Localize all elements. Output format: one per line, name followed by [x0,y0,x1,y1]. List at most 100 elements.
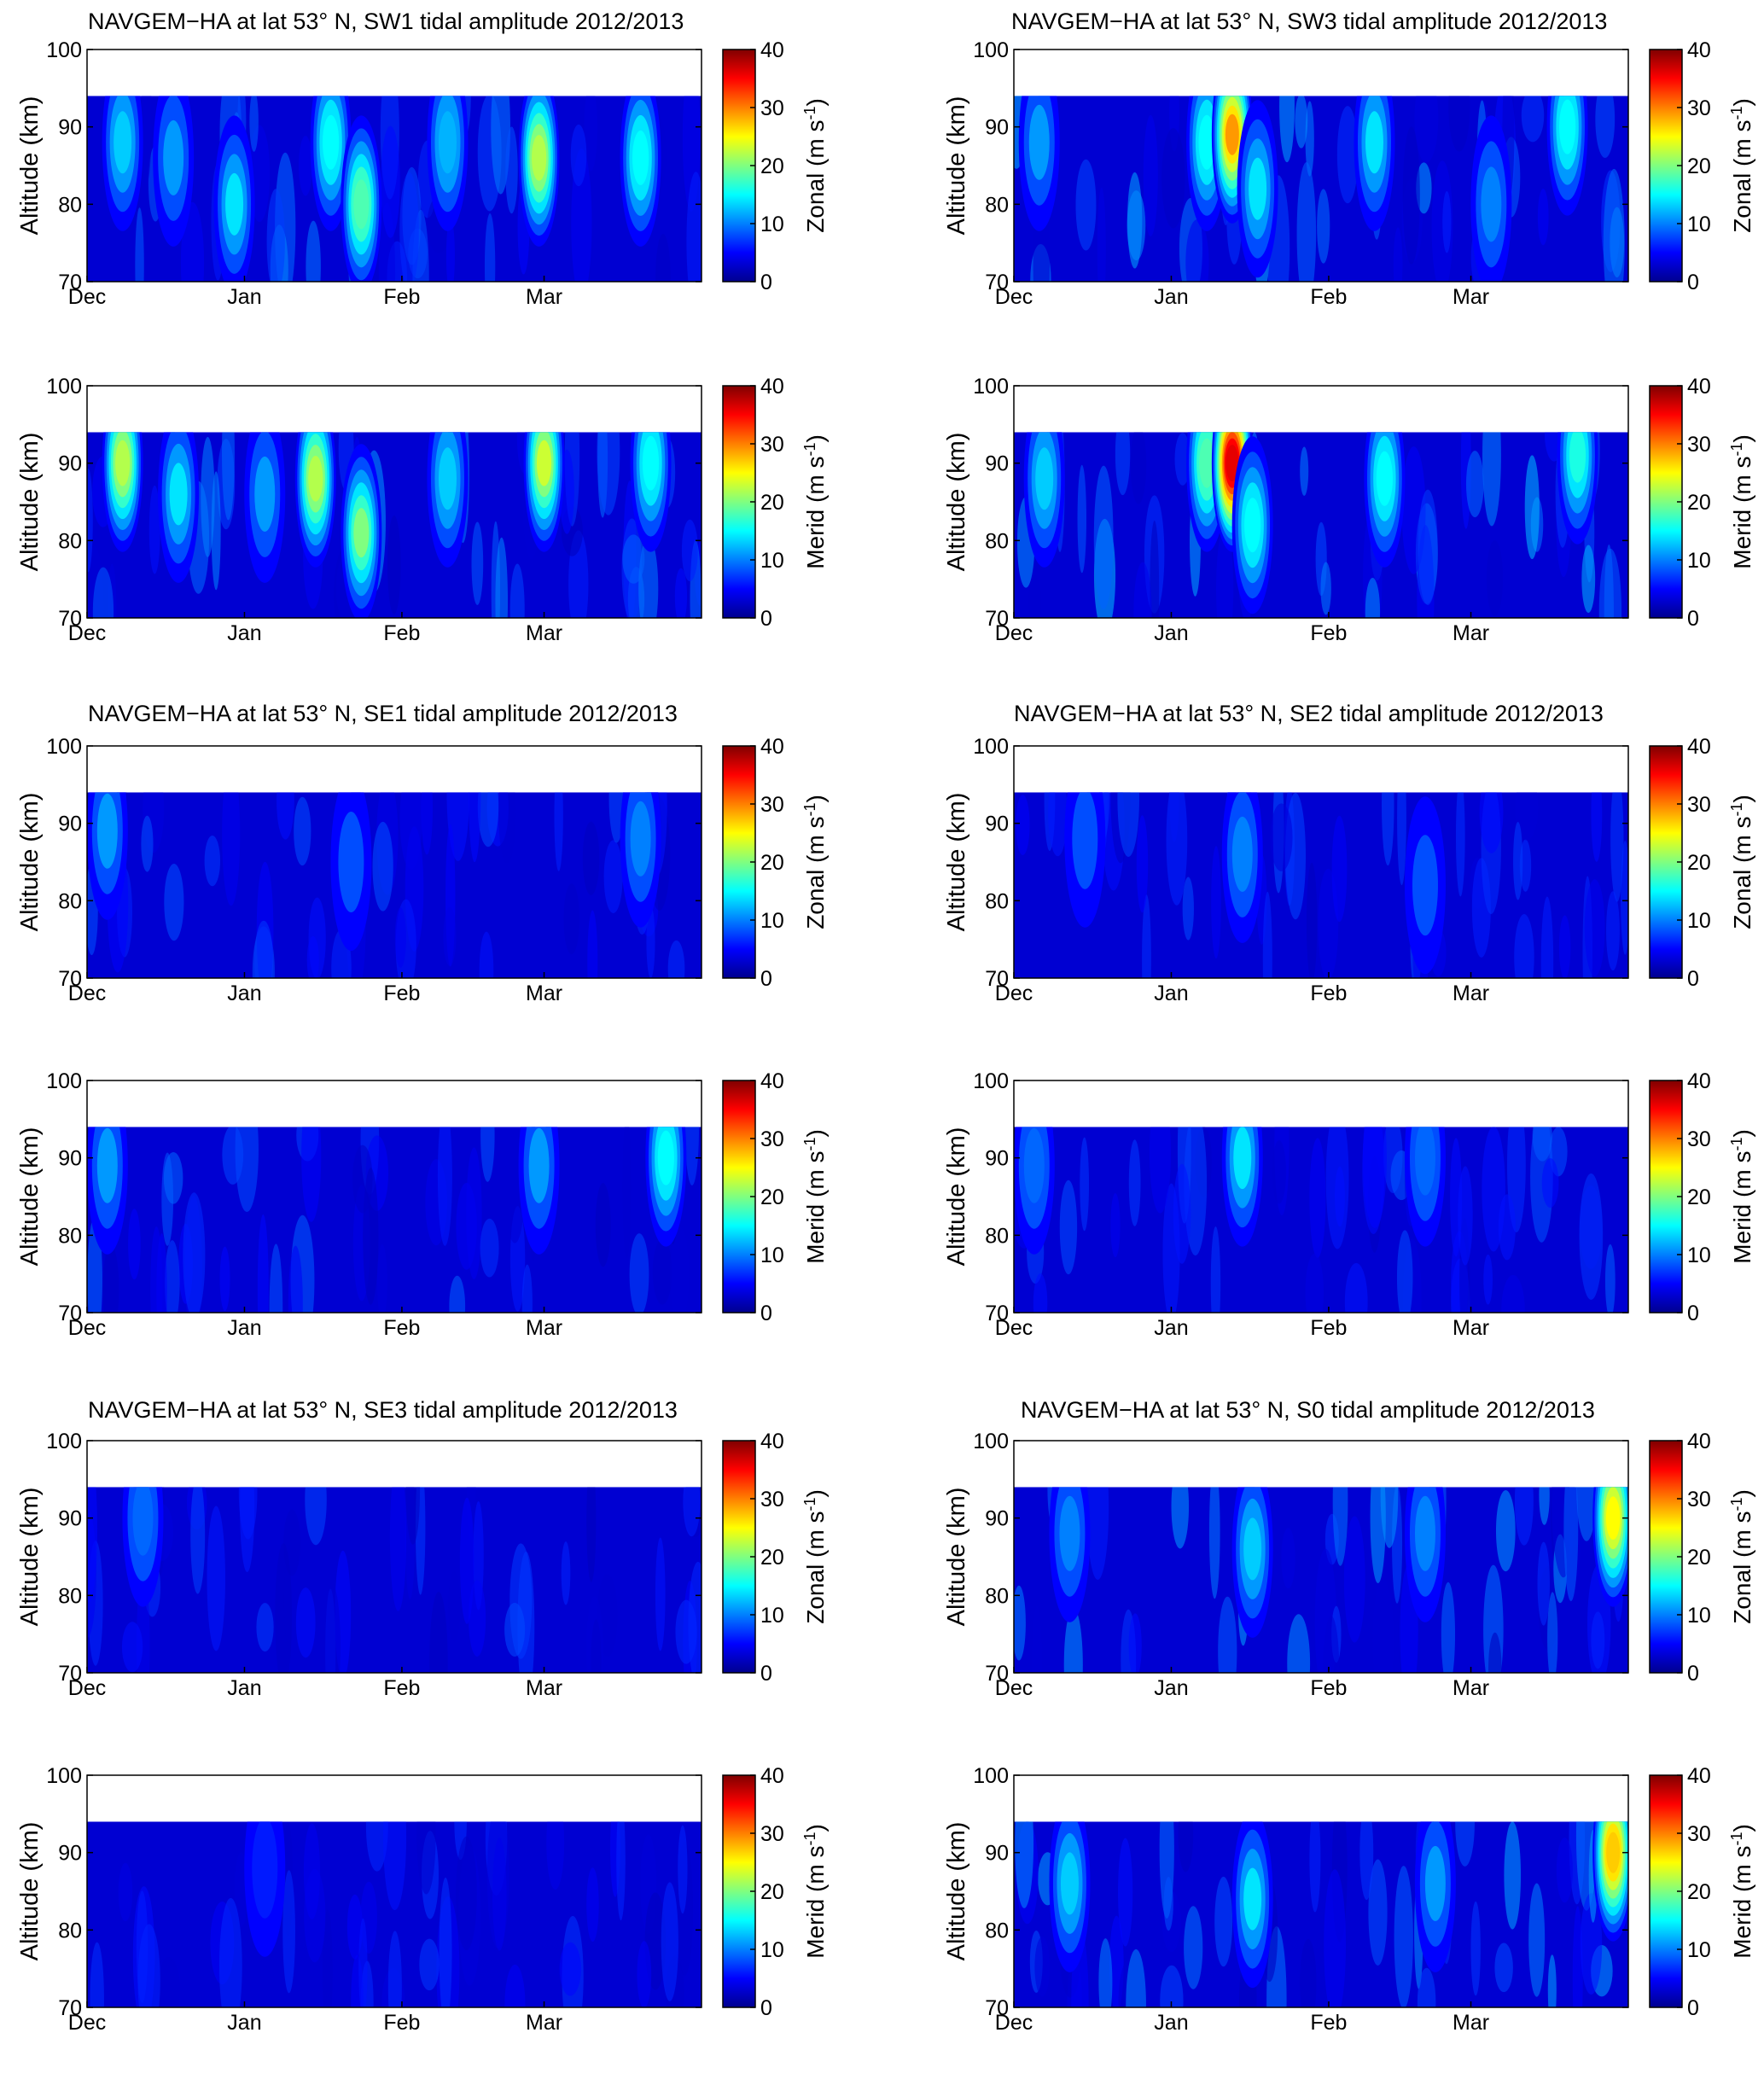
axes-frame [86,745,702,979]
heatmap-streak [222,432,235,521]
heatmap-streak [1441,1581,1456,1674]
heatmap-streak [1591,792,1603,862]
heatmap-streak [102,1244,119,1313]
heatmap-streak [1300,446,1309,496]
heatmap-streak [1397,792,1406,886]
heatmap-streak [1528,1883,1546,1997]
x-tick-label: Mar [526,2011,562,2035]
x-tick-label: Jan [227,621,261,645]
heatmap-streak [1300,1938,1317,2008]
heatmap-streak [1501,1274,1525,1313]
heatmap-streak [204,836,221,887]
y-tick-label: 90 [58,1507,82,1531]
heatmap-streak [1118,1838,1133,1947]
heatmap-streak [584,96,598,172]
heatmap-streak [1128,1139,1141,1226]
y-axis-label: Altitude (km) [943,793,970,932]
y-tick-label: 80 [985,889,1009,913]
x-tick-label: Jan [1154,981,1188,1005]
heatmap-streak [1455,792,1465,897]
heatmap-streak [1515,792,1539,841]
colorbar-tick-label: 10 [760,1938,784,1962]
colorbar-tick-label: 10 [760,909,784,933]
colorbar-tick-label: 10 [760,1244,784,1267]
heatmap-streak [637,1941,652,2008]
heatmap-streak [1080,1137,1090,1232]
heatmap-streak [669,1226,690,1313]
heatmap-streak [294,796,311,866]
colorbar-tick-label: 40 [1687,38,1711,62]
heatmap-streak [1394,1866,1413,2008]
heatmap-streak [90,1942,104,2008]
heatmap-streak [686,172,702,282]
heatmap-streak [269,1244,283,1313]
y-tick-label: 100 [973,1430,1009,1453]
y-tick-label: 100 [46,1430,82,1453]
heatmap-streak [1208,1487,1220,1599]
heatmap-streak [387,1931,402,2008]
panel-sw1-merid: 70 80 90 100 Dec Jan Feb Mar Altitude (km) 0 10 20 3… [16,375,829,645]
heatmap-field [1014,432,1628,619]
heatmap-streak [468,1580,486,1657]
heatmap-streak [1031,1605,1043,1674]
y-tick-label: 90 [985,452,1009,476]
heatmap-hotspot [438,447,457,510]
heatmap-field [1014,792,1628,979]
heatmap-streak [249,96,259,152]
colorbar-label: Zonal (m s-1) [801,98,829,233]
x-tick-label: Dec [995,1676,1033,1700]
panel-se3-merid: 70 80 90 100 Dec Jan Feb Mar Altitude (km) 0 10 20 3… [16,1764,829,2035]
colorbar-tick-label: 20 [1687,1185,1711,1209]
heatmap-streak [150,1226,163,1313]
colorbar-tick-label: 10 [1687,549,1711,573]
heatmap-streak [622,534,645,584]
heatmap-streak [141,815,154,872]
colorbar-tick-label: 40 [760,375,784,399]
heatmap-streak [1504,1821,1522,1930]
heatmap-streak [443,906,457,966]
title-se1: NAVGEM−HA at lat 53° N, SE1 tidal amplit… [88,701,678,726]
heatmap-streak [1336,106,1359,204]
colorbar-tick-label: 30 [760,96,784,120]
heatmap-streak [1579,1173,1604,1300]
heatmap-streak [683,1487,701,1537]
x-tick-label: Feb [1310,981,1347,1005]
heatmap-streak [1393,227,1403,282]
x-tick-label: Dec [68,981,106,1005]
heatmap-streak [1584,879,1605,977]
heatmap-streak [1335,1166,1345,1227]
axes-frame [1013,49,1629,282]
heatmap-streak [365,1821,388,1872]
heatmap-streak [376,1244,387,1313]
y-tick-label: 80 [58,1919,82,1942]
y-tick-label: 90 [58,813,82,836]
x-tick-label: Feb [1310,285,1347,309]
heatmap-streak [256,1603,274,1652]
y-axis-label: Altitude (km) [943,1488,970,1627]
y-tick-label: 90 [58,1842,82,1866]
y-tick-label: 100 [46,375,82,399]
heatmap-streak [1086,1487,1109,1580]
colorbar-tick-label: 0 [1687,1302,1699,1325]
heatmap-hotspot [438,111,457,174]
heatmap-streak [1166,792,1188,906]
heatmap-streak [1362,1127,1387,1229]
heatmap-streak [419,1938,440,1991]
heatmap-streak [1380,1487,1399,1548]
heatmap-hotspot [1243,1517,1262,1581]
heatmap-streak [616,1821,626,1921]
heatmap-streak [1382,792,1394,866]
colorbar-tick-label: 10 [760,1604,784,1628]
heatmap-streak [1547,1592,1558,1674]
heatmap-streak [1488,1632,1502,1674]
heatmap-streak [275,1542,293,1674]
heatmap-hotspot [225,172,244,236]
y-tick-label: 80 [985,193,1009,217]
heatmap-streak [505,126,518,214]
heatmap-streak [1465,451,1484,518]
heatmap-hotspot [353,508,370,558]
heatmap-streak [1160,1965,1184,2008]
y-tick-label: 100 [973,1764,1009,1788]
heatmap-hotspot [1231,816,1253,892]
colorbar-tick-label: 30 [1687,96,1711,120]
